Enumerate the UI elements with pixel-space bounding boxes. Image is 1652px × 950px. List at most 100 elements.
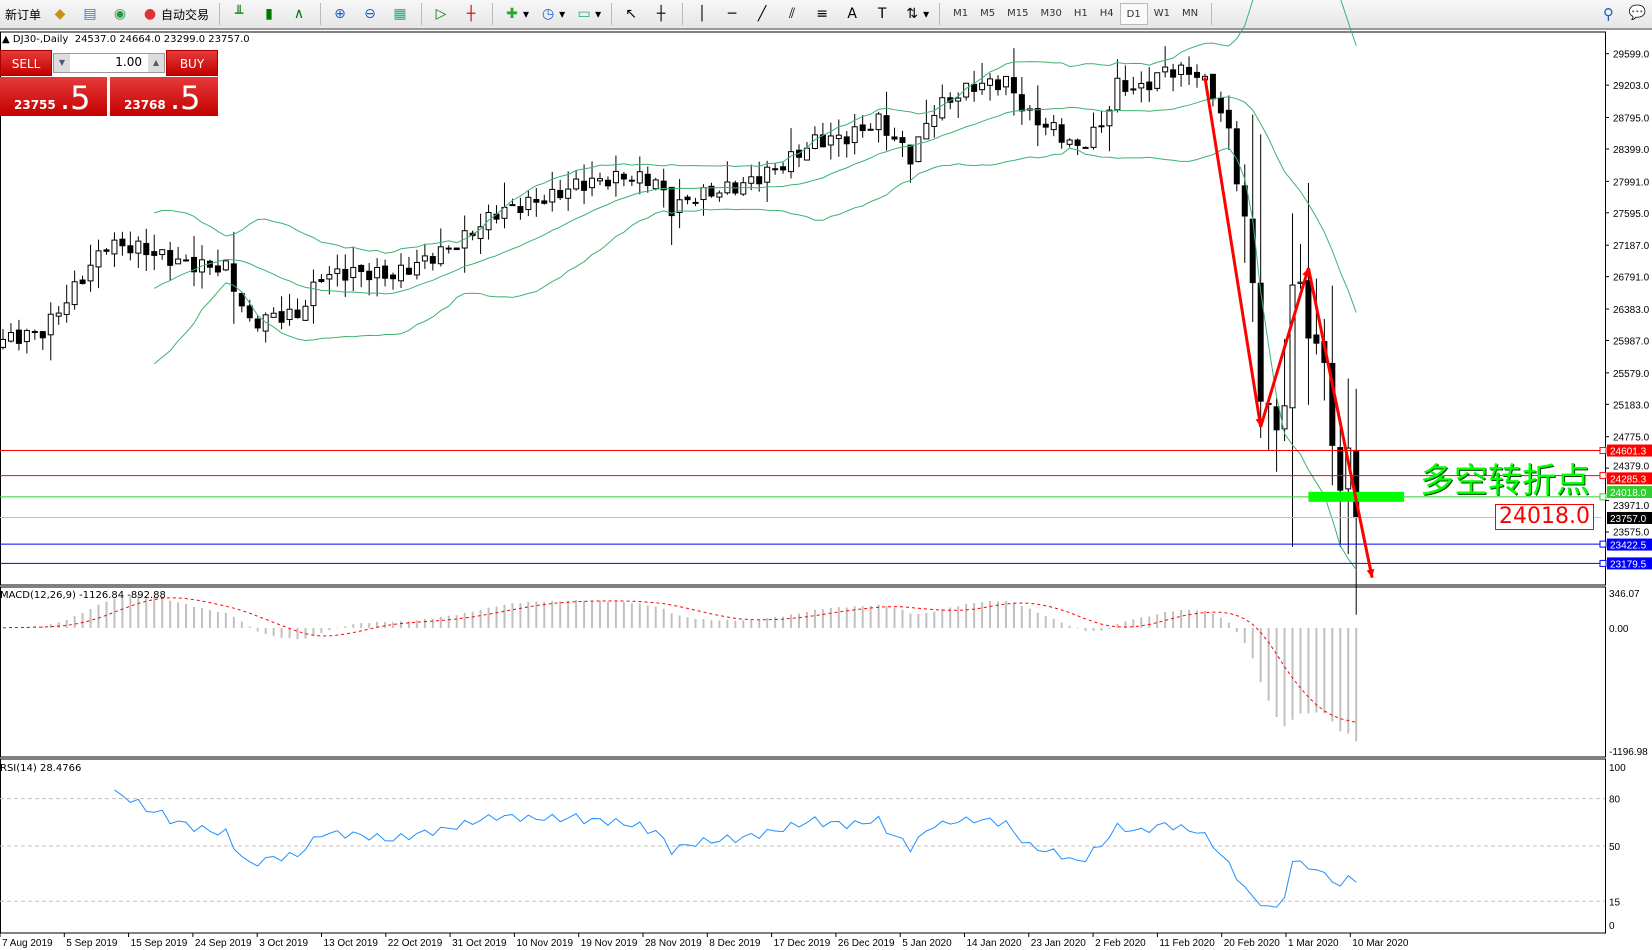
date-axis-label: 24 Sep 2019 bbox=[195, 938, 252, 949]
level-price-label[interactable]: 24018.0 bbox=[1495, 504, 1594, 530]
reversal-point-annotation[interactable]: 多空转折点 bbox=[1420, 461, 1590, 501]
buy-price-button[interactable]: 23768 .5 bbox=[110, 77, 218, 116]
candle-bearish bbox=[1018, 94, 1025, 112]
fibonacci-button[interactable]: ≡ bbox=[810, 2, 836, 26]
lot-increase-button[interactable]: ▲ bbox=[148, 54, 164, 72]
text-label-button[interactable]: T bbox=[870, 2, 896, 26]
candle-bearish bbox=[366, 270, 373, 281]
trend-arrow bbox=[1306, 267, 1374, 578]
level-handle bbox=[1599, 447, 1607, 455]
periods-button[interactable]: ◷ ▾ bbox=[536, 2, 568, 26]
fibonacci-icon: ≡ bbox=[816, 6, 828, 22]
line-chart-button[interactable]: ∧ bbox=[287, 2, 313, 26]
candle-bearish bbox=[1058, 124, 1065, 143]
history-button[interactable]: ▤ bbox=[78, 2, 104, 26]
timeframe-m5[interactable]: M5 bbox=[980, 8, 996, 19]
trendline-button[interactable]: ╱ bbox=[750, 2, 776, 26]
candle-bullish bbox=[955, 97, 962, 102]
grid-icon: ▦ bbox=[393, 6, 407, 22]
auto-trading-button[interactable]: ● 自动交易 bbox=[138, 2, 212, 26]
clock-icon: ◷ bbox=[541, 6, 555, 22]
candle-chart-button[interactable]: ▮ bbox=[257, 2, 283, 26]
signals-button[interactable]: ◉ bbox=[108, 2, 134, 26]
bollinger-upper bbox=[154, 0, 1357, 254]
candle-bullish bbox=[652, 179, 659, 190]
candle-bearish bbox=[620, 173, 627, 180]
market-watch-button[interactable]: ◆ bbox=[48, 2, 74, 26]
date-axis-label: 7 Aug 2019 bbox=[2, 938, 53, 949]
sell-price-button[interactable]: 23755 .5 bbox=[0, 77, 107, 116]
candle-bearish bbox=[668, 186, 675, 217]
price-axis-label: 28795.0 bbox=[1613, 114, 1650, 125]
zoom-out-icon: ⊖ bbox=[364, 6, 376, 22]
candle-bullish bbox=[851, 126, 858, 144]
date-axis-label: 22 Oct 2019 bbox=[388, 938, 443, 949]
indicators-button[interactable]: ✚ ▾ bbox=[500, 2, 532, 26]
candle-bullish bbox=[1154, 72, 1161, 89]
chart-header: ▲ DJ30-,Daily 24537.0 24664.0 23299.0 23… bbox=[2, 34, 250, 45]
timeframe-h1[interactable]: H1 bbox=[1073, 8, 1088, 19]
zoom-in-button[interactable]: ⊕ bbox=[328, 2, 354, 26]
timeframe-mn[interactable]: MN bbox=[1181, 8, 1199, 19]
candle-bullish bbox=[875, 113, 882, 131]
lot-size-input[interactable]: ▼ 1.00 ▲ bbox=[53, 53, 165, 73]
lot-decrease-button[interactable]: ▼ bbox=[54, 54, 70, 72]
bar-chart-button[interactable]: ╨ bbox=[227, 2, 253, 26]
chart-shift-button[interactable]: ┼ bbox=[459, 2, 485, 26]
sell-button[interactable]: SELL bbox=[0, 50, 52, 76]
candle-bullish bbox=[915, 136, 922, 163]
signal-icon: ◉ bbox=[113, 6, 127, 22]
date-axis-label: 11 Feb 2020 bbox=[1159, 938, 1215, 949]
candle-bearish bbox=[294, 309, 301, 319]
auto-trading-label: 自动交易 bbox=[161, 7, 210, 22]
crosshair-icon: ┼ bbox=[656, 6, 666, 22]
cursor-button[interactable]: ↖ bbox=[619, 2, 645, 26]
candle-bearish bbox=[191, 256, 198, 273]
candle-bullish bbox=[700, 187, 707, 201]
candle-bearish bbox=[1305, 280, 1312, 339]
date-axis-label: 13 Oct 2019 bbox=[324, 938, 379, 949]
separator bbox=[939, 3, 941, 25]
bar-chart-icon: ╨ bbox=[234, 6, 244, 22]
document-icon: ▤ bbox=[83, 6, 97, 22]
channel-button[interactable]: ⫽ bbox=[780, 2, 806, 26]
candle-bearish bbox=[891, 136, 898, 140]
timeframe-w1[interactable]: W1 bbox=[1153, 8, 1170, 19]
new-order-button[interactable]: 新订单 bbox=[2, 2, 44, 26]
arrows-button[interactable]: ⇅ ▾ bbox=[900, 2, 932, 26]
level-price-value: 24285.3 bbox=[1610, 474, 1647, 485]
tile-windows-button[interactable]: ▦ bbox=[388, 2, 414, 26]
candle-bullish bbox=[788, 151, 795, 173]
timeframe-h4[interactable]: H4 bbox=[1099, 8, 1114, 19]
timeframe-m15[interactable]: M15 bbox=[1007, 8, 1029, 19]
candle-bullish bbox=[979, 82, 986, 91]
crosshair-button[interactable]: ┼ bbox=[649, 2, 675, 26]
timeframe-d1[interactable]: D1 bbox=[1119, 3, 1148, 25]
candle-bearish bbox=[382, 265, 389, 279]
timeframe-m1[interactable]: M1 bbox=[953, 8, 969, 19]
chat-icon[interactable]: 💬 bbox=[1628, 5, 1646, 21]
buy-button[interactable]: BUY bbox=[166, 50, 218, 76]
search-icon[interactable]: ⚲ bbox=[1603, 5, 1614, 23]
vertical-line-button[interactable]: │ bbox=[690, 2, 716, 26]
candle-bullish bbox=[262, 314, 269, 332]
candle-bullish bbox=[1002, 75, 1009, 88]
candle-bullish bbox=[1130, 88, 1137, 91]
candle-bearish bbox=[390, 274, 397, 280]
candle-bullish bbox=[1281, 405, 1288, 430]
text-button[interactable]: A bbox=[840, 2, 866, 26]
candle-bullish bbox=[477, 226, 484, 240]
candle-bearish bbox=[103, 249, 110, 252]
horizontal-line-button[interactable]: ─ bbox=[720, 2, 746, 26]
autoscroll-button[interactable]: ▷ bbox=[429, 2, 455, 26]
candle-bearish bbox=[517, 206, 524, 213]
zoom-out-button[interactable]: ⊖ bbox=[358, 2, 384, 26]
candle-bearish bbox=[1249, 218, 1256, 284]
templates-button[interactable]: ▭ ▾ bbox=[572, 2, 604, 26]
candle-bearish bbox=[1257, 282, 1264, 402]
level-handle bbox=[1599, 559, 1607, 567]
lot-value[interactable]: 1.00 bbox=[115, 55, 142, 69]
candle-bullish bbox=[63, 302, 70, 315]
timeframe-m30[interactable]: M30 bbox=[1040, 8, 1062, 19]
